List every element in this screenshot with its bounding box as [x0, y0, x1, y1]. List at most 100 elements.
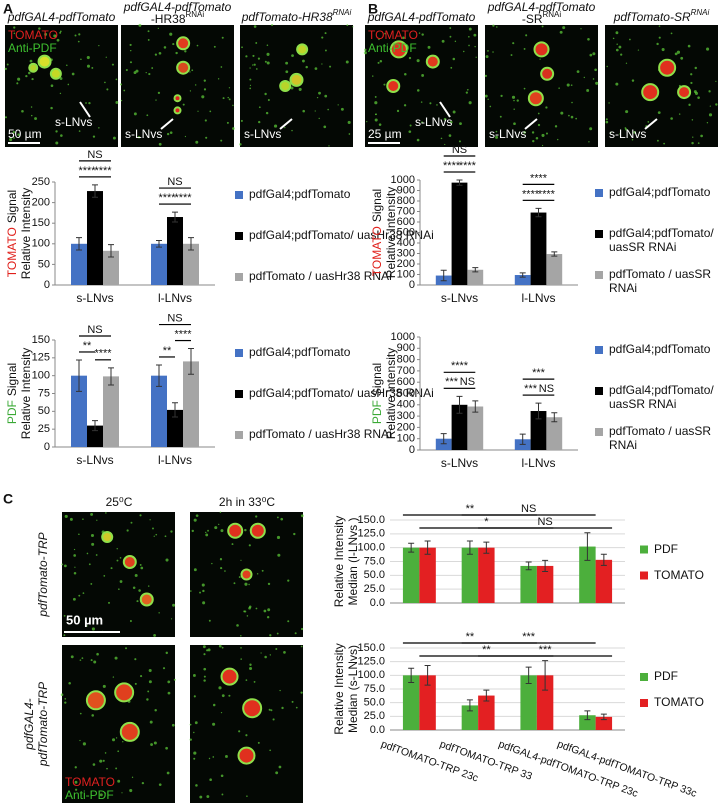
legend-swatch: [235, 349, 243, 357]
bar: [546, 417, 563, 450]
y-axis-label: PDFSignal: [370, 363, 384, 424]
significance-label: NS: [167, 312, 182, 324]
error-bar: [551, 251, 558, 257]
error-bar: [188, 348, 194, 375]
x-tick-label: s-LNvs: [76, 291, 113, 305]
error-bar: [424, 540, 431, 555]
legend-entry: pdfTomato / uasHr38 RNAi: [249, 427, 392, 441]
arrow: [79, 101, 91, 118]
y-tick-label: 600: [397, 376, 415, 388]
scale-label: 50 µm: [66, 612, 103, 627]
bar: [183, 243, 199, 285]
significance-label: ***: [445, 376, 459, 388]
error-bar: [408, 667, 415, 683]
legend-entry: pdfGal4;pdfTomato/ uasHr38 RNAi: [249, 228, 434, 242]
bar: [87, 191, 103, 285]
bar: [451, 404, 468, 450]
error-bar: [92, 420, 98, 432]
overlay-label: TOMATO: [65, 775, 115, 789]
significance-label: NS: [521, 503, 536, 515]
panel-label: A: [3, 1, 13, 17]
bar: [419, 547, 436, 603]
significance-label: ****: [94, 348, 112, 360]
y-tick-label: 400: [397, 237, 415, 249]
legend-swatch: [640, 571, 648, 580]
legend-swatch: [595, 346, 603, 354]
y-axis-label: Relative Intensity: [384, 348, 398, 439]
error-bar: [466, 540, 473, 555]
y-tick-label: 0.0: [370, 597, 385, 609]
error-bar: [76, 359, 82, 392]
bar: [478, 695, 495, 730]
bar: [103, 250, 119, 285]
error-bar: [519, 272, 526, 278]
y-tick-label: 150: [32, 217, 50, 229]
legend-entry: pdfTomato / uasHr38 RNAi: [249, 269, 392, 283]
error-bar: [542, 559, 549, 572]
error-bar: [542, 660, 549, 691]
y-axis-label: TOMATOSignal: [370, 189, 384, 276]
y-tick-label: 0: [409, 444, 415, 456]
bar: [467, 269, 484, 285]
significance-label: **: [83, 340, 92, 352]
x-tick-label: l-LNvs: [521, 456, 555, 470]
error-bar: [584, 710, 591, 721]
scale-label: 25 µm: [368, 127, 402, 141]
micrograph: [62, 645, 175, 803]
x-tick-label: s-LNvs: [441, 456, 478, 470]
image-title: pdfGAL4-pdfTomato: [123, 0, 232, 14]
legend-label: pdfGal4;pdfTomato: [609, 342, 711, 356]
bar: [536, 675, 554, 730]
y-axis-label: Median (s-LNvs): [346, 645, 360, 733]
legend-swatch: [640, 673, 648, 681]
y-tick-label: 500: [397, 387, 415, 399]
legend-entry: pdfGal4;pdfTomato/ uasHr38 RNAi: [249, 386, 434, 400]
legend-label: pdfGal4;pdfTomato/ uasSR RNAi: [609, 226, 714, 254]
y-tick-label: 800: [397, 354, 415, 366]
arrow-label: s-LNvs: [415, 115, 452, 129]
y-tick-label: 100.0: [357, 669, 385, 681]
significance-label: NS: [167, 176, 182, 188]
legend-entry: PDF: [654, 669, 678, 683]
bar: [467, 406, 484, 450]
y-tick-label: 900: [397, 342, 415, 354]
legend-entry: TOMATO: [654, 568, 704, 582]
bar: [167, 409, 183, 447]
y-tick-label: 100: [397, 268, 415, 280]
error-bar: [483, 541, 490, 554]
y-tick-label: 1000: [391, 331, 415, 343]
significance-label: NS: [452, 144, 467, 156]
legend-swatch: [640, 699, 648, 707]
legend-entry: pdfGal4;pdfTomato: [249, 187, 350, 201]
y-tick-label: 700: [397, 205, 415, 217]
significance-label: ****: [522, 188, 540, 200]
error-bar: [519, 433, 526, 445]
error-bar: [172, 211, 178, 223]
error-bar: [483, 689, 490, 702]
significance-label: NS: [460, 376, 475, 388]
bar: [71, 375, 87, 447]
legend-entry: pdfGal4;pdfTomato: [249, 345, 350, 359]
overlay-label: Anti-PDF: [368, 41, 417, 55]
x-tick-label: l-LNvs: [158, 291, 192, 305]
micrograph: [605, 25, 718, 147]
bar: [183, 361, 199, 447]
legend-label: pdfGal4;pdfTomato: [609, 185, 711, 199]
legend-entry: pdfGal4;pdfTomato: [609, 342, 711, 356]
legend-entry: pdfTomato / uasSR RNAi: [609, 267, 711, 295]
y-tick-label: 200: [397, 258, 415, 270]
x-tick-label: l-LNvs: [158, 453, 192, 467]
y-tick-label: 150.0: [357, 514, 385, 526]
error-bar: [76, 237, 82, 251]
y-axis-label: Relative Intensity: [332, 516, 346, 607]
error-bar: [156, 240, 162, 248]
legend-label: pdfTomato / uasSR RNAi: [609, 424, 712, 452]
error-bar: [600, 553, 607, 566]
image-title: pdfTomato-SRRNAi: [613, 8, 710, 24]
significance-label: **: [482, 644, 491, 656]
legend-label: pdfGal4;pdfTomato/ uasHr38 RNAi: [249, 386, 434, 400]
bar: [435, 438, 452, 450]
significance-label: **: [466, 503, 475, 515]
row-label: pdfTomato-TRP: [36, 682, 50, 767]
